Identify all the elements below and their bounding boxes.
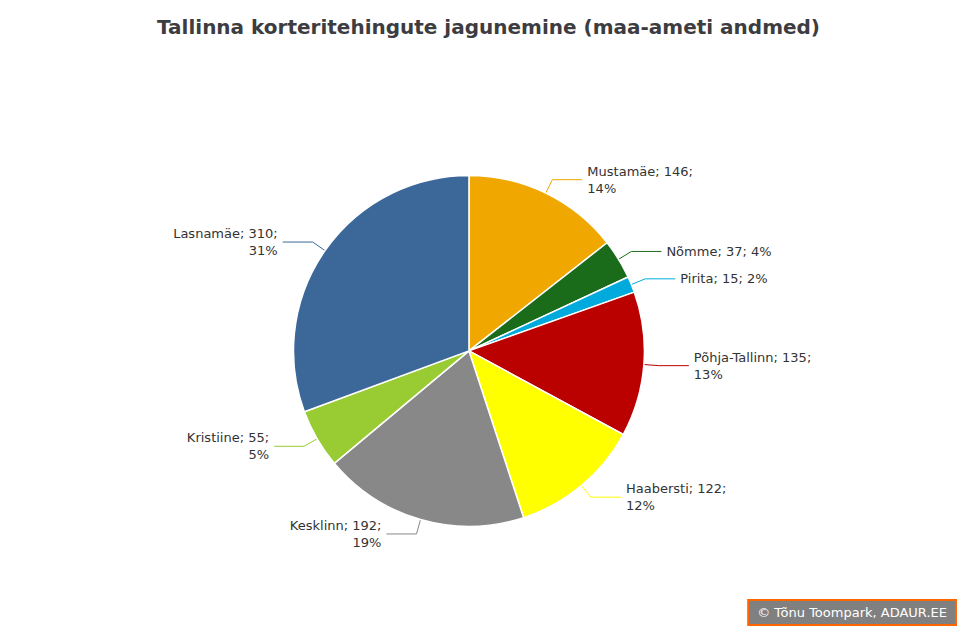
svg-text:14%: 14% [587,181,616,196]
svg-text:Nõmme; 37; 4%: Nõmme; 37; 4% [666,244,771,259]
svg-text:Tallinna korteritehingute jagu: Tallinna korteritehingute jagunemine (ma… [157,15,820,39]
svg-text:Haabersti; 122;: Haabersti; 122; [626,481,727,496]
svg-text:5%: 5% [248,447,269,462]
svg-text:Pirita; 15; 2%: Pirita; 15; 2% [680,271,767,286]
svg-text:Lasnamäe; 310;: Lasnamäe; 310; [173,226,278,241]
svg-text:Mustamäe; 146;: Mustamäe; 146; [587,164,693,179]
svg-text:Põhja-Tallinn; 135;: Põhja-Tallinn; 135; [694,350,811,365]
svg-text:13%: 13% [694,367,723,382]
svg-text:19%: 19% [353,535,382,550]
svg-text:12%: 12% [626,498,655,513]
svg-text:Kesklinn; 192;: Kesklinn; 192; [290,518,382,533]
svg-text:Kristiine; 55;: Kristiine; 55; [187,430,269,445]
svg-text:31%: 31% [249,243,278,258]
svg-text:© Tõnu Toompark, ADAUR.EE: © Tõnu Toompark, ADAUR.EE [757,605,947,620]
